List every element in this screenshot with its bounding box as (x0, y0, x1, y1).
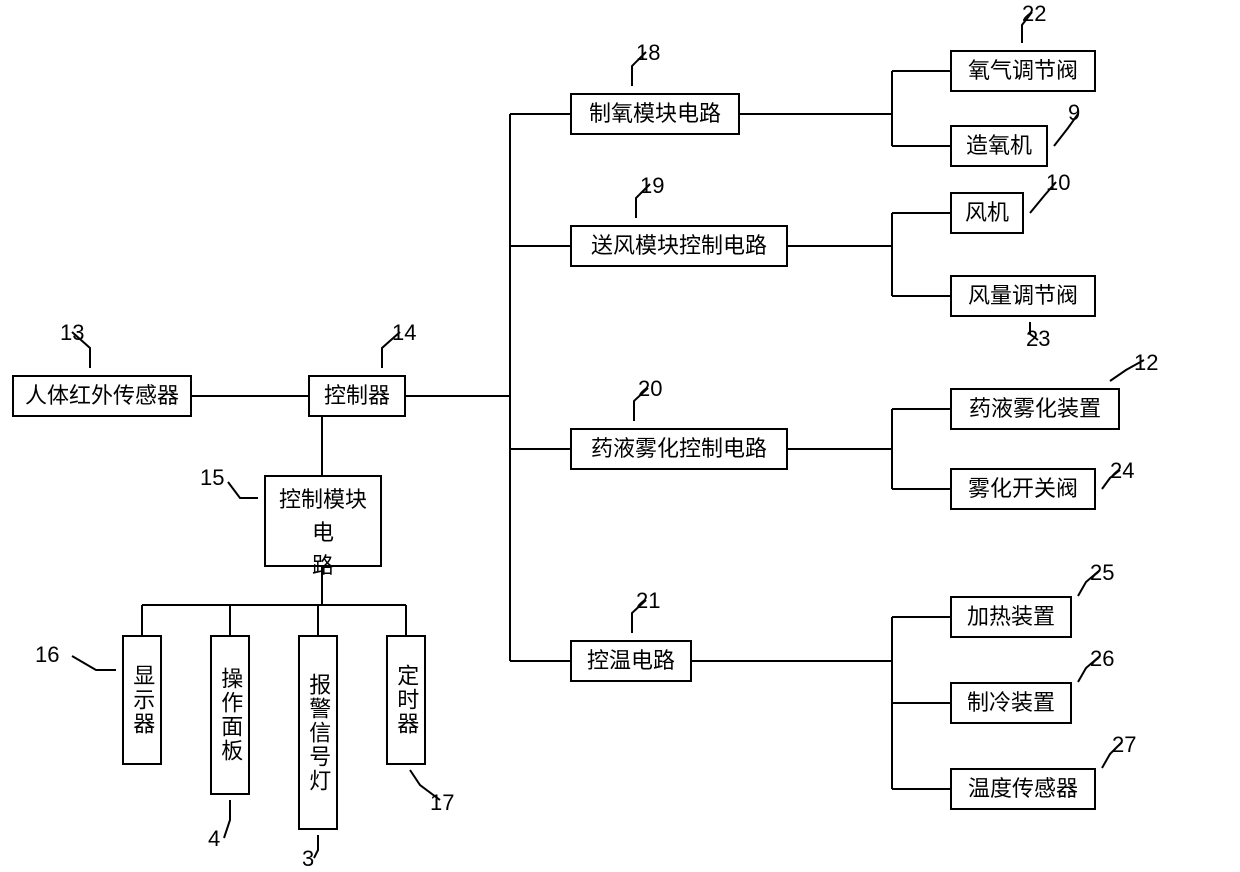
node-n18: 制氧模块电路 (570, 93, 740, 135)
node-n12: 药液雾化装置 (950, 388, 1120, 430)
refnum-18: 18 (636, 40, 660, 66)
refnum-14: 14 (392, 320, 416, 346)
refnum-23: 23 (1026, 326, 1050, 352)
node-n24: 雾化开关阀 (950, 468, 1096, 510)
refnum-16: 16 (35, 642, 59, 668)
node-n17: 定时器 (386, 635, 426, 765)
refnum-25: 25 (1090, 560, 1114, 586)
refnum-27: 27 (1112, 732, 1136, 758)
node-n26: 制冷装置 (950, 682, 1072, 724)
node-n13: 人体红外传感器 (12, 375, 192, 417)
refnum-9: 9 (1068, 100, 1080, 126)
node-n27: 温度传感器 (950, 768, 1096, 810)
node-n15: 控制模块电路 (264, 475, 382, 567)
refnum-13: 13 (60, 320, 84, 346)
node-n21: 控温电路 (570, 640, 692, 682)
refnum-24: 24 (1110, 458, 1134, 484)
refnum-21: 21 (636, 588, 660, 614)
node-n23: 风量调节阀 (950, 275, 1096, 317)
refnum-22: 22 (1022, 1, 1046, 27)
refnum-20: 20 (638, 376, 662, 402)
refnum-26: 26 (1090, 646, 1114, 672)
node-n3: 报警信号灯 (298, 635, 338, 830)
node-n22: 氧气调节阀 (950, 50, 1096, 92)
node-n19: 送风模块控制电路 (570, 225, 788, 267)
refnum-4: 4 (208, 826, 220, 852)
node-n16: 显示器 (122, 635, 162, 765)
node-n9: 造氧机 (950, 125, 1048, 167)
refnum-17: 17 (430, 790, 454, 816)
diagram-canvas: 人体红外传感器13控制器14控制模块电路15显示器16操作面板4报警信号灯3定时… (0, 0, 1240, 868)
node-n14: 控制器 (308, 375, 406, 417)
refnum-12: 12 (1134, 350, 1158, 376)
refnum-15: 15 (200, 465, 224, 491)
node-n4: 操作面板 (210, 635, 250, 795)
refnum-19: 19 (640, 173, 664, 199)
node-n20: 药液雾化控制电路 (570, 428, 788, 470)
refnum-10: 10 (1046, 170, 1070, 196)
refnum-3: 3 (302, 846, 314, 872)
node-n10: 风机 (950, 192, 1024, 234)
node-n25: 加热装置 (950, 596, 1072, 638)
